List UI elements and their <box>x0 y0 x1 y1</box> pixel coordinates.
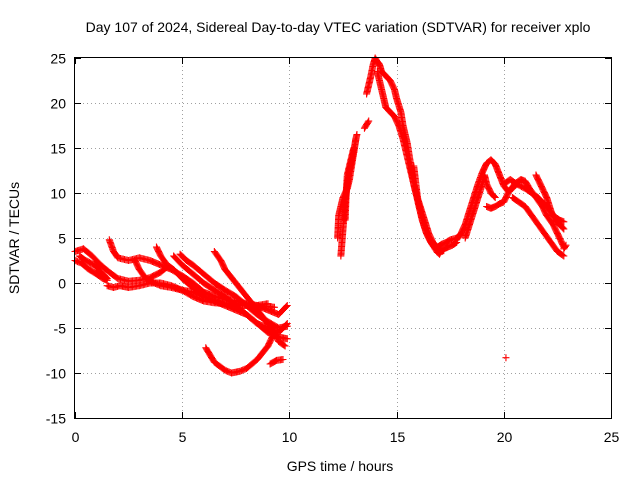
x-tick-label: 15 <box>390 429 406 445</box>
x-tick-label: 5 <box>179 429 187 445</box>
y-tick-label: 15 <box>50 141 66 157</box>
series-arc-3 <box>75 252 111 282</box>
x-tick-label: 10 <box>282 429 298 445</box>
series-arc-8 <box>170 252 291 336</box>
data-point <box>560 252 568 260</box>
series-arc-21 <box>461 171 499 242</box>
series-arc-24 <box>508 194 568 260</box>
series-arc-12 <box>266 356 287 368</box>
series-arc-15 <box>341 144 358 224</box>
data-point <box>281 342 289 350</box>
x-tick-label: 0 <box>72 429 80 445</box>
x-tick-label: 25 <box>604 429 620 445</box>
axes: 0 5 10 15 20 25 -15 -10 -5 0 5 10 15 20 25 <box>46 51 620 446</box>
data-point <box>279 356 287 363</box>
y-tick-label: -10 <box>46 366 66 382</box>
data-point <box>283 322 291 330</box>
data-point <box>280 341 288 349</box>
x-axis-label: GPS time / hours <box>287 458 394 474</box>
data-point <box>282 303 290 310</box>
data-point <box>270 330 278 338</box>
data-point <box>490 193 498 201</box>
data-point <box>560 225 568 233</box>
data-point <box>103 275 111 282</box>
y-tick-label: 25 <box>50 51 66 67</box>
y-tick-label: 5 <box>58 231 66 247</box>
data-point <box>562 241 570 249</box>
y-tick-label: -15 <box>46 411 66 427</box>
y-tick-label: 0 <box>58 276 66 292</box>
x-tick-label: 20 <box>497 429 513 445</box>
data-point <box>283 302 291 309</box>
series-arc-16 <box>360 117 373 132</box>
data-points <box>71 54 570 377</box>
data-point <box>270 329 278 336</box>
series-outlier <box>502 354 510 362</box>
data-point <box>264 300 272 308</box>
y-axis-label: SDTVAR / TECUs <box>6 182 22 294</box>
plot-frame <box>74 57 612 419</box>
series-arc-17 <box>363 54 461 258</box>
series-arc-18 <box>373 68 461 251</box>
chart-title: Day 107 of 2024, Sidereal Day-to-day VTE… <box>86 19 591 35</box>
y-tick-label: 10 <box>50 186 66 202</box>
data-point <box>559 251 567 259</box>
series-arc-11 <box>202 329 278 377</box>
series-arc-25 <box>532 171 568 233</box>
data-point <box>560 218 568 226</box>
series-arc-19 <box>410 162 448 255</box>
data-point <box>502 354 510 362</box>
data-point <box>364 118 372 126</box>
data-point <box>440 247 448 255</box>
data-point <box>491 194 499 201</box>
data-point <box>353 131 361 138</box>
data-point <box>559 224 567 232</box>
data-point <box>352 135 360 143</box>
series-arc-10 <box>210 248 289 350</box>
data-point <box>561 242 569 250</box>
series-arc-20 <box>453 156 521 244</box>
y-tick-label: 20 <box>50 96 66 112</box>
series-arc-26 <box>560 241 570 253</box>
data-point <box>350 144 358 152</box>
data-point <box>102 274 110 282</box>
data-point <box>283 335 291 343</box>
y-tick-label: -5 <box>54 321 67 337</box>
data-point <box>365 117 373 125</box>
